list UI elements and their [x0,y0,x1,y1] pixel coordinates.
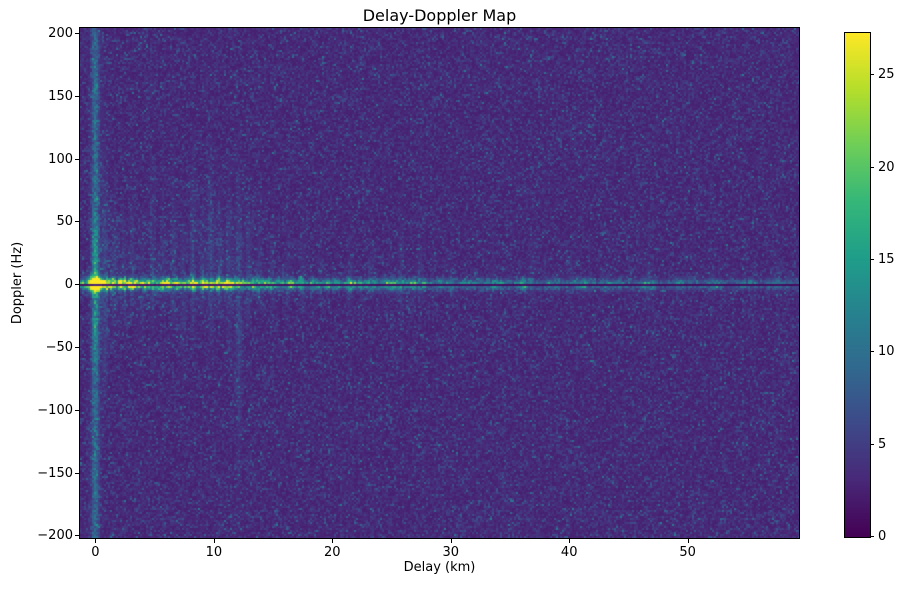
x-tick-0 [95,539,97,543]
axes-frame [79,27,800,539]
colorbar-tick-label-0: 0 [878,529,887,544]
y-tick-label-0: 200 [48,26,73,42]
y-tick-label-2: 100 [48,151,73,167]
x-tick-label-3: 30 [442,545,460,560]
x-tick-3 [450,539,452,543]
x-tick-2 [332,539,334,543]
colorbar-tick-0 [870,536,874,537]
y-tick-label-1: 150 [48,88,73,104]
y-tick-6 [75,409,79,411]
x-tick-label-1: 10 [205,545,223,560]
y-tick-label-6: −100 [37,402,73,418]
colorbar-frame [844,32,871,538]
colorbar-tick-4 [870,166,874,168]
y-tick-5 [75,347,79,349]
colorbar-tick-label-3: 15 [878,252,895,268]
heatmap-canvas [80,28,799,538]
x-tick-label-4: 40 [560,545,578,560]
x-axis-label: Delay (km) [403,560,476,575]
y-tick-8 [75,535,79,537]
y-tick-2 [75,158,79,160]
y-tick-label-4: 0 [64,277,73,293]
y-tick-3 [75,221,79,223]
y-tick-1 [75,95,79,97]
x-tick-1 [213,539,215,543]
colorbar-tick-1 [870,443,874,445]
x-tick-label-5: 50 [679,545,696,560]
y-tick-4 [75,284,79,286]
x-tick-4 [569,539,571,543]
colorbar-tick-label-1: 5 [878,436,887,452]
y-tick-7 [75,472,79,474]
plot-title: Delay-Doppler Map [362,6,517,25]
y-tick-0 [75,33,79,35]
y-tick-label-8: −200 [37,528,73,544]
x-tick-label-0: 0 [91,545,100,560]
colorbar-tick-5 [870,74,874,76]
colorbar-tick-label-2: 10 [878,344,895,360]
colorbar-tick-label-5: 25 [878,67,895,83]
x-tick-5 [687,539,689,543]
colorbar-tick-3 [870,259,874,261]
y-tick-label-5: −50 [45,340,73,356]
colorbar-tick-label-4: 20 [878,159,895,175]
colorbar-canvas [845,33,870,537]
y-tick-label-7: −150 [37,465,73,481]
colorbar-tick-2 [870,351,874,353]
y-tick-label-3: 50 [56,214,73,230]
x-tick-label-2: 20 [324,545,341,560]
y-axis-label: Doppler (Hz) [10,241,25,325]
